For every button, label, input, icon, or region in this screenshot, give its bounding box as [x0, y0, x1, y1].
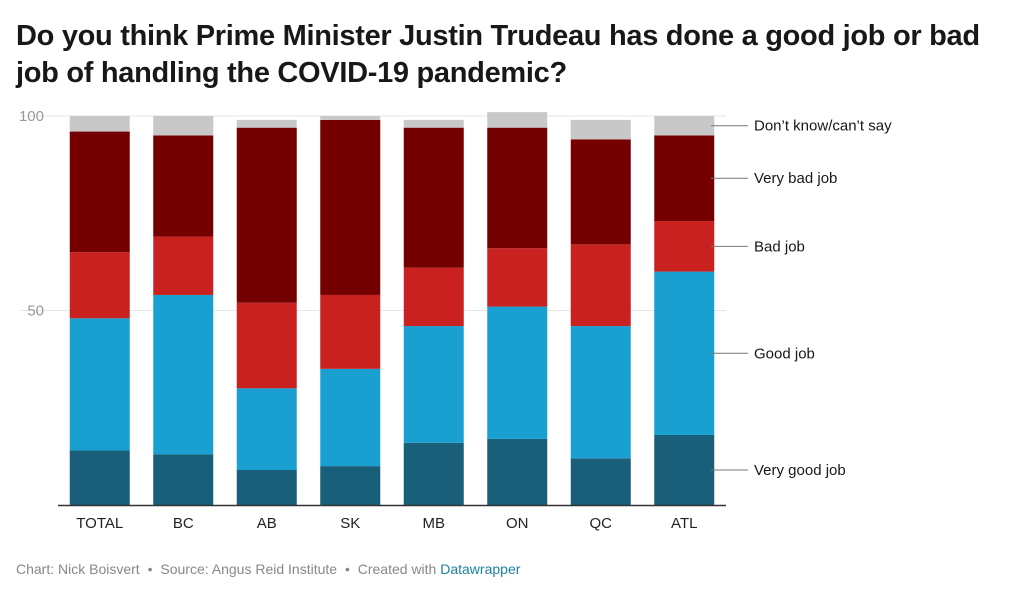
legend-label: Good job: [754, 345, 815, 362]
bar-segment: [69, 252, 130, 319]
bar-stack-mb: [403, 119, 464, 505]
bar-segment: [153, 116, 214, 136]
bar-segment: [403, 127, 464, 268]
bar-segment: [236, 119, 297, 128]
bar-segment: [153, 236, 214, 295]
x-tick-label: TOTAL: [76, 515, 123, 532]
legend-label: Bad job: [754, 238, 805, 255]
bar-segment: [153, 135, 214, 237]
bar-segment: [403, 119, 464, 128]
chart-footer: Chart: Nick Boisvert • Source: Angus Rei…: [16, 561, 520, 577]
bar-segment: [153, 294, 214, 455]
bar-segment: [403, 267, 464, 327]
legend: Very good job Good job Bad job Very bad job…: [711, 118, 892, 479]
x-tick-label: ON: [506, 515, 529, 532]
bar-segment: [320, 294, 381, 369]
separator: •: [344, 561, 350, 577]
bar-segment: [69, 450, 130, 505]
bar-segment: [403, 326, 464, 443]
bar-segment: [320, 368, 381, 467]
legend-label: Very good job: [754, 462, 846, 479]
bar-segment: [236, 469, 297, 505]
bar-segment: [570, 326, 631, 459]
bar-segment: [69, 131, 130, 253]
bar-segment: [69, 116, 130, 132]
bar-stack-qc: [570, 119, 631, 505]
bar-segment: [69, 318, 130, 451]
y-axis-ticks: 50 100: [19, 108, 44, 320]
legend-label: Very bad job: [754, 170, 837, 187]
bar-segment: [236, 127, 297, 303]
bar-segment: [654, 221, 715, 272]
bar-stack-sk: [320, 116, 381, 505]
x-tick-label: AB: [257, 515, 277, 532]
bar-segment: [487, 248, 548, 307]
bar-segment: [236, 302, 297, 389]
chart-title: Do you think Prime Minister Justin Trude…: [16, 20, 980, 89]
bar-segment: [654, 434, 715, 505]
bar-stack-ab: [236, 119, 297, 505]
bar-stack-on: [487, 112, 548, 505]
bar-segment: [570, 119, 631, 140]
x-tick-label: BC: [173, 515, 194, 532]
bar-segment: [487, 438, 548, 505]
bar-segment: [570, 244, 631, 327]
separator: •: [147, 561, 153, 577]
x-tick-label: QC: [590, 515, 613, 532]
bar-segment: [403, 442, 464, 505]
x-tick-label: SK: [340, 515, 360, 532]
bar-segment: [570, 458, 631, 505]
chart-credit: Chart: Nick Boisvert: [16, 561, 140, 577]
datawrapper-link[interactable]: Datawrapper: [440, 561, 521, 577]
bar-segment: [487, 127, 548, 249]
x-tick-label: MB: [423, 515, 446, 532]
bar-segment: [320, 466, 381, 505]
bar-segment: [654, 116, 715, 136]
y-tick-label: 100: [19, 108, 44, 125]
bar-segment: [320, 116, 381, 120]
bar-segment: [654, 135, 715, 222]
bar-segment: [153, 454, 214, 505]
y-tick-label: 50: [27, 303, 44, 320]
x-tick-label: ATL: [671, 515, 697, 532]
legend-label: Don’t know/can’t say: [754, 118, 892, 135]
created-with-text: Created with: [357, 561, 437, 577]
bar-stack-bc: [153, 116, 214, 505]
bar-segment: [236, 388, 297, 470]
bar-segment: [320, 119, 381, 295]
bar-segment: [654, 271, 715, 435]
bar-segment: [570, 139, 631, 245]
chart-source: Source: Angus Reid Institute: [160, 561, 338, 577]
bar-stack-total: [69, 116, 130, 505]
bar-segment: [487, 306, 548, 439]
bar-stack-atl: [654, 116, 715, 505]
bar-segment: [487, 112, 548, 128]
x-axis: TOTAL BC AB SK MB ON QC ATL: [58, 504, 726, 532]
bars: [69, 112, 715, 505]
